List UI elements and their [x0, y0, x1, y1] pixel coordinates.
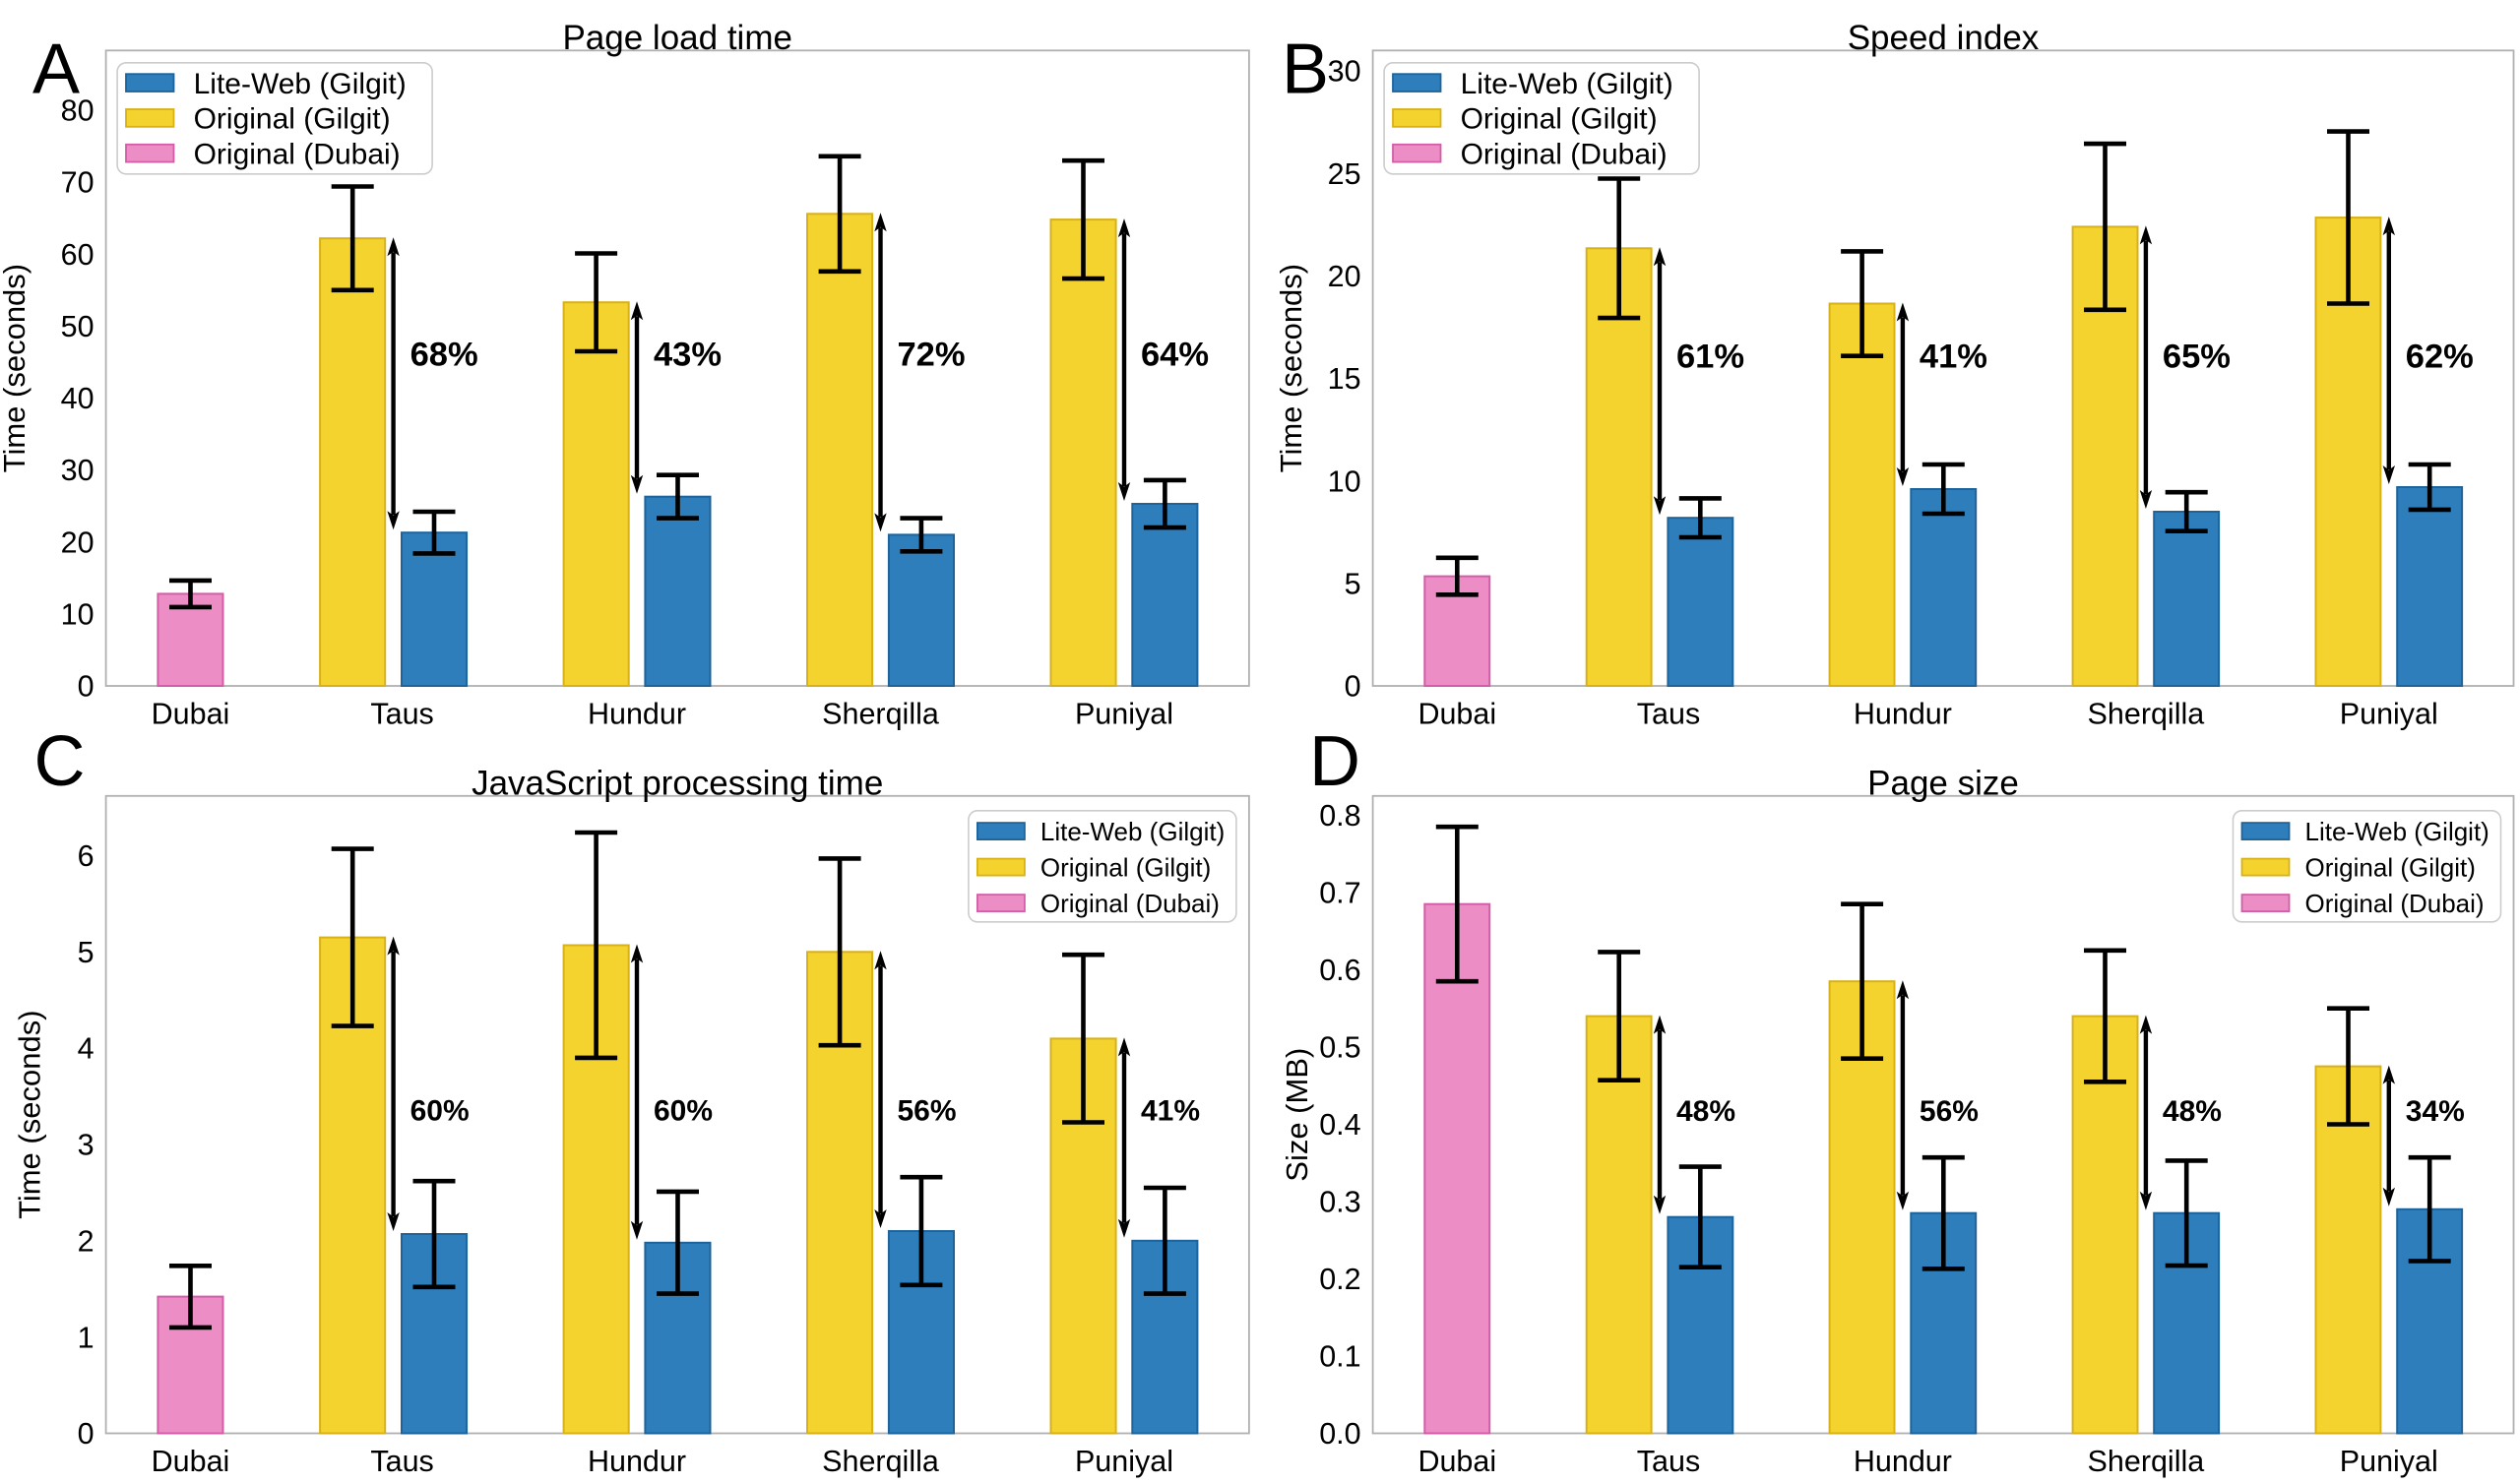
svg-text:25: 25 — [1328, 157, 1361, 191]
svg-text:56%: 56% — [1920, 1095, 1979, 1128]
svg-text:Lite-Web (Gilgit): Lite-Web (Gilgit) — [2305, 817, 2489, 846]
svg-text:Speed index: Speed index — [1848, 19, 2040, 57]
svg-text:Sherqilla: Sherqilla — [2088, 1445, 2205, 1478]
svg-text:0.5: 0.5 — [1319, 1031, 1360, 1065]
svg-text:Dubai: Dubai — [152, 698, 230, 731]
svg-text:JavaScript processing time: JavaScript processing time — [472, 764, 883, 802]
svg-text:Original (Dubai): Original (Dubai) — [1461, 139, 1668, 171]
svg-text:50: 50 — [61, 310, 94, 343]
svg-text:Original (Gilgit): Original (Gilgit) — [1461, 103, 1658, 136]
svg-text:Dubai: Dubai — [1418, 698, 1496, 731]
svg-text:Lite-Web (Gilgit): Lite-Web (Gilgit) — [1040, 817, 1225, 846]
svg-text:61%: 61% — [1676, 338, 1744, 375]
svg-text:Time (seconds): Time (seconds) — [0, 264, 32, 472]
svg-text:80: 80 — [61, 94, 94, 128]
svg-text:6: 6 — [78, 839, 94, 873]
svg-text:0.1: 0.1 — [1319, 1340, 1360, 1374]
svg-text:Puniyal: Puniyal — [1075, 698, 1173, 731]
svg-text:48%: 48% — [2163, 1095, 2222, 1128]
svg-text:Original (Gilgit): Original (Gilgit) — [1040, 853, 1211, 883]
svg-text:72%: 72% — [898, 336, 966, 373]
svg-text:Hundur: Hundur — [1854, 698, 1952, 731]
svg-text:Dubai: Dubai — [152, 1445, 230, 1478]
svg-text:Taus: Taus — [370, 698, 433, 731]
svg-text:Original (Dubai): Original (Dubai) — [194, 139, 401, 171]
svg-text:0.4: 0.4 — [1319, 1108, 1360, 1142]
svg-text:Lite-Web (Gilgit): Lite-Web (Gilgit) — [194, 68, 407, 100]
svg-text:0.0: 0.0 — [1319, 1417, 1360, 1451]
svg-text:64%: 64% — [1141, 336, 1209, 373]
svg-text:B: B — [1282, 31, 1329, 109]
svg-text:70: 70 — [61, 166, 94, 200]
svg-text:5: 5 — [1345, 568, 1361, 601]
svg-text:3: 3 — [78, 1129, 94, 1162]
svg-text:2: 2 — [78, 1224, 94, 1258]
svg-text:41%: 41% — [1141, 1094, 1200, 1127]
svg-text:A: A — [32, 31, 80, 109]
svg-text:48%: 48% — [1676, 1095, 1735, 1128]
svg-text:Sherqilla: Sherqilla — [2088, 698, 2205, 731]
svg-text:0: 0 — [78, 670, 94, 704]
svg-text:15: 15 — [1328, 362, 1361, 396]
svg-text:10: 10 — [1328, 464, 1361, 498]
svg-text:Sherqilla: Sherqilla — [822, 1445, 939, 1478]
svg-text:30: 30 — [61, 454, 94, 487]
svg-text:Puniyal: Puniyal — [2340, 698, 2438, 731]
svg-text:0: 0 — [78, 1417, 94, 1451]
svg-text:Taus: Taus — [1637, 1445, 1700, 1478]
svg-text:Puniyal: Puniyal — [2340, 1445, 2438, 1478]
svg-text:Original (Dubai): Original (Dubai) — [2305, 889, 2485, 918]
svg-text:D: D — [1309, 722, 1360, 801]
svg-text:0.6: 0.6 — [1319, 954, 1360, 987]
svg-text:40: 40 — [61, 382, 94, 415]
svg-text:Taus: Taus — [370, 1445, 433, 1478]
svg-text:30: 30 — [1328, 55, 1361, 89]
svg-text:60: 60 — [61, 238, 94, 272]
svg-text:Hundur: Hundur — [588, 1445, 686, 1478]
svg-text:56%: 56% — [898, 1094, 957, 1127]
svg-text:34%: 34% — [2406, 1095, 2465, 1128]
svg-text:Size (MB): Size (MB) — [1280, 1048, 1314, 1182]
svg-text:0: 0 — [1345, 670, 1361, 704]
svg-text:62%: 62% — [2406, 338, 2474, 375]
svg-text:60%: 60% — [654, 1094, 713, 1127]
svg-text:20: 20 — [61, 526, 94, 559]
svg-text:41%: 41% — [1920, 338, 1987, 375]
svg-text:65%: 65% — [2163, 338, 2231, 375]
svg-text:5: 5 — [78, 936, 94, 969]
svg-text:4: 4 — [78, 1032, 94, 1066]
svg-text:0.7: 0.7 — [1319, 877, 1360, 910]
svg-text:Dubai: Dubai — [1418, 1445, 1496, 1478]
svg-text:20: 20 — [1328, 260, 1361, 293]
svg-text:Puniyal: Puniyal — [1075, 1445, 1173, 1478]
svg-text:Hundur: Hundur — [588, 698, 686, 731]
svg-text:0.3: 0.3 — [1319, 1186, 1360, 1219]
svg-text:Original (Gilgit): Original (Gilgit) — [194, 103, 391, 136]
svg-text:60%: 60% — [410, 1094, 470, 1127]
svg-text:10: 10 — [61, 598, 94, 632]
svg-text:Page size: Page size — [1867, 764, 2019, 802]
svg-text:43%: 43% — [654, 336, 722, 373]
svg-text:0.8: 0.8 — [1319, 799, 1360, 833]
svg-text:Taus: Taus — [1637, 698, 1700, 731]
svg-text:Page load time: Page load time — [562, 19, 791, 57]
svg-text:Sherqilla: Sherqilla — [822, 698, 939, 731]
svg-text:C: C — [34, 722, 86, 801]
svg-text:68%: 68% — [410, 336, 478, 373]
svg-text:1: 1 — [78, 1321, 94, 1354]
svg-text:Time (seconds): Time (seconds) — [13, 1010, 47, 1218]
svg-text:Hundur: Hundur — [1854, 1445, 1952, 1478]
svg-text:Original (Gilgit): Original (Gilgit) — [2305, 853, 2476, 883]
svg-text:Original (Dubai): Original (Dubai) — [1040, 889, 1220, 918]
svg-text:Time (seconds): Time (seconds) — [1274, 264, 1308, 472]
svg-text:Lite-Web (Gilgit): Lite-Web (Gilgit) — [1461, 68, 1673, 100]
svg-text:0.2: 0.2 — [1319, 1263, 1360, 1296]
